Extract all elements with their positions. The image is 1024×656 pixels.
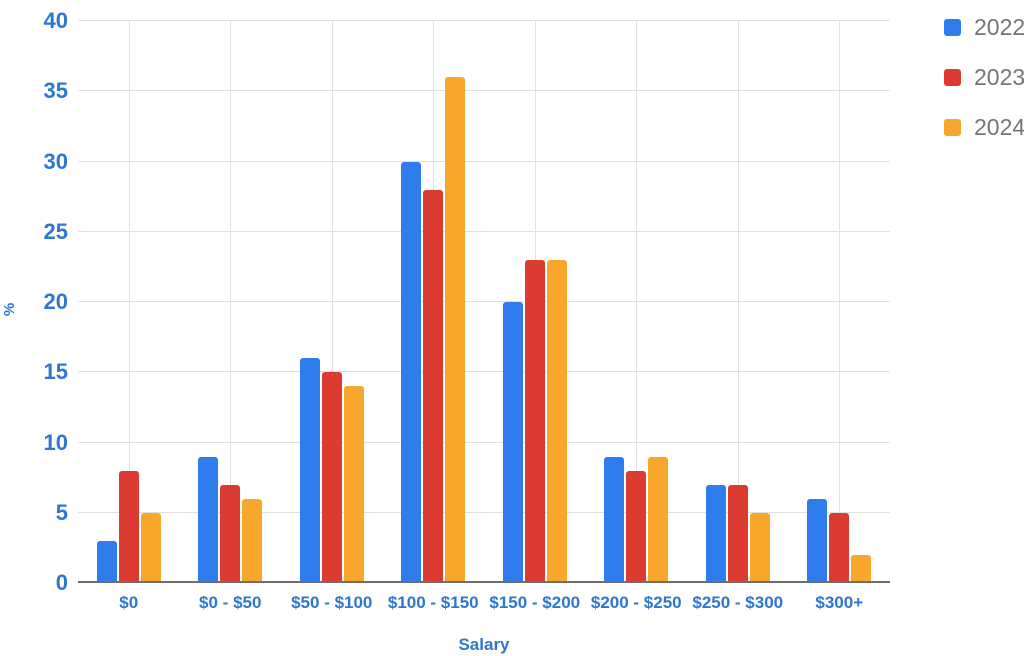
gridline-x-1 [128, 21, 130, 583]
legend-item-2024[interactable]: 2024 [944, 116, 1024, 139]
bar-2022--300+[interactable] [807, 498, 828, 583]
legend-swatch-2023 [944, 69, 961, 86]
y-tick-label-40: 40 [43, 8, 68, 33]
bar-group--50-100 [281, 21, 383, 583]
y-tick-label-25: 25 [43, 218, 68, 244]
bar-group--0 [78, 21, 180, 583]
gridline-y-40 [78, 20, 890, 21]
gridline-y-35 [78, 90, 890, 92]
gridline-x-8 [839, 21, 841, 583]
bar-2022--50-100[interactable] [299, 358, 320, 583]
gridline-x-7 [737, 21, 739, 583]
gridline-x-6 [636, 21, 638, 583]
bar-2023--0[interactable] [118, 470, 139, 583]
y-tick-label-15: 15 [43, 359, 68, 385]
gridline-y-30 [78, 160, 890, 162]
legend-item-2023[interactable]: 2023 [944, 66, 1024, 89]
bar-2024--200-250[interactable] [648, 456, 669, 583]
y-tick-label-30: 30 [43, 148, 68, 174]
y-axis-title: % [1, 302, 19, 317]
x-tick-label-5: $150 - $200 [489, 593, 581, 612]
bar-2023--100-150[interactable] [423, 189, 444, 583]
bar-2024--50-100[interactable] [343, 386, 364, 583]
bar-2023--150-200[interactable] [524, 259, 545, 583]
y-tick-label-0: 0 [55, 570, 68, 595]
y-tick-label-10: 10 [43, 429, 68, 455]
bar-2024--250-300[interactable] [749, 512, 770, 583]
bar-2024--100-150[interactable] [445, 77, 466, 583]
x-axis-baseline [78, 581, 890, 583]
bar-2024--300+[interactable] [851, 554, 872, 583]
bar-2022--200-250[interactable] [604, 456, 625, 583]
bar-2022--0[interactable] [96, 540, 117, 583]
bar-2022--0-50[interactable] [198, 456, 219, 583]
x-tick-label-6: $200 - $250 [590, 593, 682, 612]
bar-group--200-250 [586, 21, 688, 583]
x-tick-label-2: $0 - $50 [199, 593, 262, 612]
bar-2024--0[interactable] [140, 512, 161, 583]
x-tick-label-8: $300+ [815, 593, 864, 612]
gridline-x-2 [230, 21, 232, 583]
bar-2023--250-300[interactable] [727, 484, 748, 583]
plot-area [78, 20, 891, 583]
y-tick-label-20: 20 [43, 289, 68, 314]
x-tick-label-4: $100 - $150 [387, 593, 479, 612]
bar-2022--100-150[interactable] [401, 161, 422, 583]
bar-2023--200-250[interactable] [626, 470, 647, 583]
y-tick-label-35: 35 [43, 78, 68, 104]
bar-2024--0-50[interactable] [242, 498, 263, 583]
x-tick-label-7: $250 - $300 [692, 593, 784, 612]
gridline-y-5 [78, 511, 890, 513]
gridline-y-15 [78, 371, 890, 373]
legend-swatch-2024 [944, 119, 961, 136]
bar-2023--0-50[interactable] [220, 484, 241, 583]
bar-group--150-200 [484, 21, 586, 583]
bar-2022--150-200[interactable] [502, 302, 523, 583]
bar-2023--300+[interactable] [829, 512, 850, 583]
gridline-y-25 [78, 230, 890, 232]
bar-group--100-150 [383, 21, 485, 583]
gridline-y-20 [78, 301, 890, 302]
x-tick-label-3: $50 - $100 [291, 593, 373, 612]
gridline-y-10 [78, 441, 890, 443]
x-axis-title: Salary [458, 635, 510, 654]
legend-label-2022: 2022 [974, 14, 1024, 40]
bar-2023--50-100[interactable] [321, 372, 342, 583]
gridline-x-3 [331, 21, 333, 583]
legend-label-2023: 2023 [974, 64, 1024, 90]
bar-group--300+ [789, 21, 891, 583]
legend-swatch-2022 [944, 19, 961, 36]
x-tick-label-1: $0 [119, 593, 139, 612]
legend: 2022 2023 2024 [944, 16, 1024, 139]
y-tick-label-5: 5 [55, 499, 68, 525]
bar-group--0-50 [180, 21, 282, 583]
bar-2022--250-300[interactable] [705, 484, 726, 583]
bar-group--250-300 [687, 21, 789, 583]
bar-2024--150-200[interactable] [546, 259, 567, 583]
legend-item-2022[interactable]: 2022 [944, 16, 1024, 39]
legend-label-2024: 2024 [974, 114, 1024, 140]
